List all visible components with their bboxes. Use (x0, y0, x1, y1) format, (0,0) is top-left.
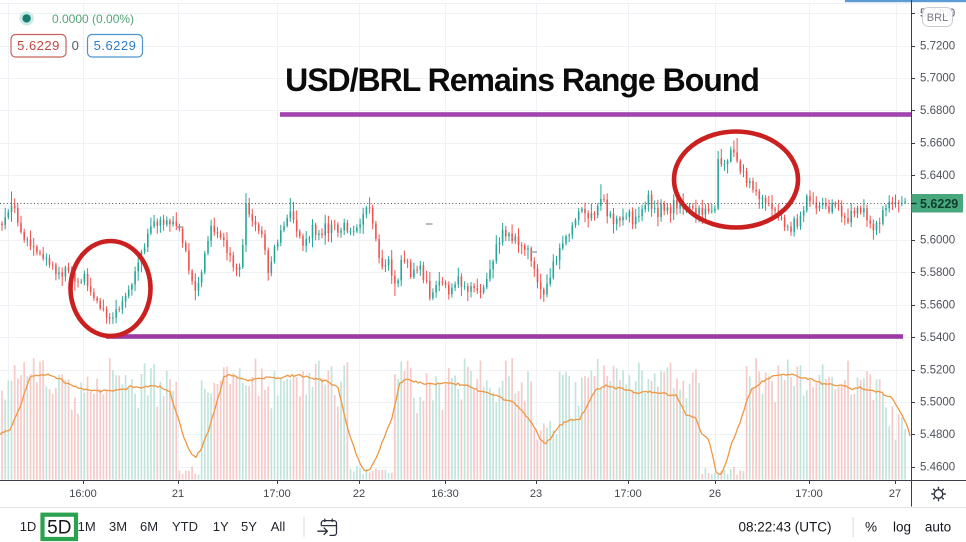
svg-text:5Y: 5Y (241, 519, 257, 534)
svg-text:auto: auto (925, 520, 951, 535)
svg-text:16:00: 16:00 (69, 488, 97, 500)
svg-text:log: log (893, 520, 911, 535)
svg-text:0: 0 (72, 38, 80, 53)
svg-text:5.6229: 5.6229 (94, 38, 137, 53)
svg-text:17:00: 17:00 (795, 488, 823, 500)
svg-text:5.5000: 5.5000 (920, 397, 955, 409)
svg-text:BRL: BRL (927, 12, 948, 24)
svg-text:5D: 5D (47, 518, 71, 539)
svg-text:3M: 3M (109, 519, 127, 534)
svg-text:17:00: 17:00 (263, 488, 291, 500)
svg-text:17:00: 17:00 (614, 488, 642, 500)
svg-text:1Y: 1Y (213, 519, 229, 534)
svg-text:5.6600: 5.6600 (920, 138, 955, 150)
svg-text:21: 21 (172, 488, 184, 500)
svg-text:5.4600: 5.4600 (920, 462, 955, 474)
svg-text:5.5600: 5.5600 (920, 300, 955, 312)
svg-text:%: % (865, 520, 877, 535)
svg-text:5.6400: 5.6400 (920, 170, 955, 182)
svg-text:22: 22 (353, 488, 365, 500)
svg-text:5.6229: 5.6229 (920, 197, 958, 211)
svg-text:5.6800: 5.6800 (920, 105, 955, 117)
svg-text:5.6229: 5.6229 (17, 38, 60, 53)
svg-text:5.5400: 5.5400 (920, 332, 955, 344)
svg-text:5.7000: 5.7000 (920, 73, 955, 85)
svg-text:All: All (271, 519, 286, 534)
svg-text:5.6000: 5.6000 (920, 235, 955, 247)
svg-text:5.4800: 5.4800 (920, 429, 955, 441)
svg-text:5.5800: 5.5800 (920, 267, 955, 279)
svg-text:5.7200: 5.7200 (920, 40, 955, 52)
svg-text:USD/BRL Remains Range Bound: USD/BRL Remains Range Bound (285, 62, 759, 98)
svg-text:26: 26 (709, 488, 721, 500)
svg-text:6M: 6M (140, 519, 158, 534)
svg-text:1M: 1M (78, 519, 96, 534)
svg-text:27: 27 (889, 488, 901, 500)
svg-text:5.5200: 5.5200 (920, 364, 955, 376)
svg-text:YTD: YTD (172, 519, 198, 534)
svg-text:23: 23 (530, 488, 542, 500)
svg-text:1D: 1D (20, 519, 37, 534)
svg-text:0.0000 (0.00%): 0.0000 (0.00%) (52, 12, 134, 26)
svg-text:08:22:43 (UTC): 08:22:43 (UTC) (738, 520, 831, 535)
svg-text:16:30: 16:30 (431, 488, 459, 500)
